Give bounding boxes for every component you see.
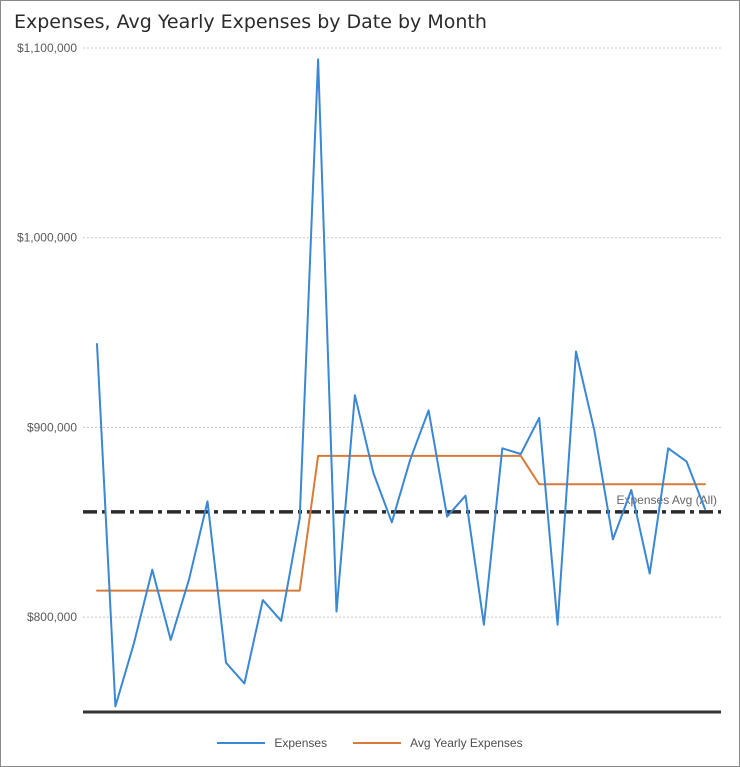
legend-label-avg-yearly-expenses: Avg Yearly Expenses	[410, 736, 523, 750]
legend-item-avg-yearly-expenses[interactable]: Avg Yearly Expenses	[353, 736, 523, 750]
legend-label-expenses: Expenses	[274, 736, 328, 750]
legend-swatch-avg-yearly-expenses	[353, 742, 402, 744]
y-tick-label-0: $800,000	[27, 610, 77, 624]
chart-title: Expenses, Avg Yearly Expenses by Date by…	[14, 11, 487, 33]
series-group	[96, 58, 706, 708]
y-axis-ticks: $800,000 $900,000 $1,000,000 $1,100,000	[17, 41, 77, 624]
y-tick-label-1: $900,000	[27, 420, 77, 434]
avg-yearly-expenses-line	[96, 454, 706, 592]
reference-line-label: Expenses Avg (All)	[617, 493, 718, 507]
reference-line-group: Expenses Avg (All)	[83, 493, 721, 514]
expenses-line	[96, 58, 706, 708]
gridlines	[83, 47, 721, 618]
legend: Expenses Avg Yearly Expenses	[1, 734, 739, 752]
legend-item-expenses[interactable]: Expenses	[217, 736, 327, 750]
legend-swatch-expenses	[217, 742, 266, 744]
y-tick-label-3: $1,100,000	[17, 41, 77, 55]
y-tick-label-2: $1,000,000	[17, 231, 77, 245]
